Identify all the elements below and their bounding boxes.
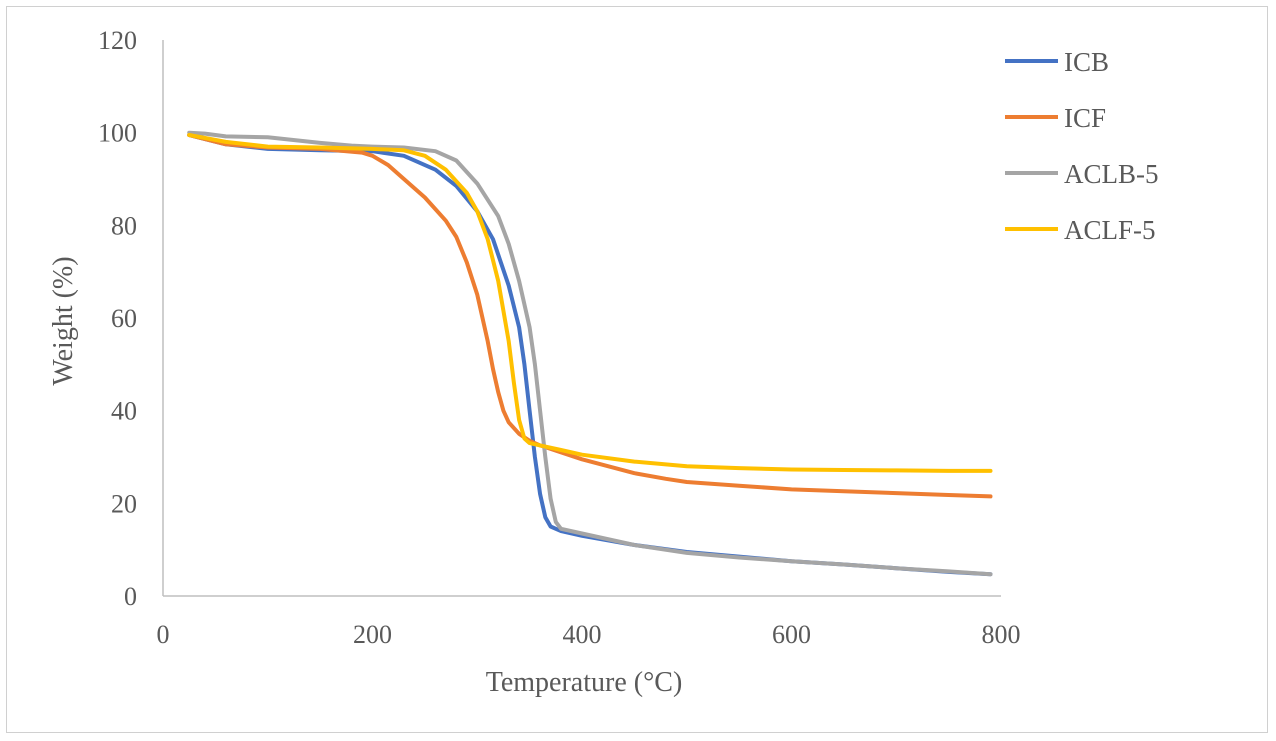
- legend-label-aclf-5: ACLF-5: [1064, 215, 1156, 245]
- y-tick-label: 60: [111, 304, 137, 333]
- legend-label-icf: ICF: [1064, 103, 1106, 133]
- legend-label-aclb-5: ACLB-5: [1064, 159, 1159, 189]
- x-tick-label: 200: [353, 620, 392, 649]
- x-axis-title: Temperature (°C): [486, 667, 683, 698]
- series-line-aclb-5: [187, 130, 993, 577]
- y-tick-label: 40: [111, 397, 137, 426]
- x-tick-label: 600: [772, 620, 811, 649]
- x-tick-label: 0: [157, 620, 170, 649]
- chart-frame: [6, 6, 1268, 733]
- legend-label-icb: ICB: [1064, 47, 1109, 77]
- legend: ICB ICF ACLB-5 ACLF-5: [1005, 47, 1159, 245]
- y-axis-title: Weight (%): [48, 256, 79, 385]
- y-tick-label: 0: [124, 582, 137, 611]
- y-tick-label: 20: [111, 489, 137, 518]
- x-tick-label: 400: [563, 620, 602, 649]
- series-line-icf: [187, 133, 993, 499]
- y-tick-label: 80: [111, 211, 137, 240]
- series-line-aclf-5: [187, 133, 993, 473]
- x-tick-label: 800: [982, 620, 1021, 649]
- series-line-icb: [187, 133, 993, 577]
- axes: 0 20 40 60 80 100 120 0 200 400 600 800: [98, 26, 1021, 649]
- y-tick-label: 120: [98, 26, 137, 55]
- y-tick-label: 100: [98, 119, 137, 148]
- plot-area: [187, 130, 993, 577]
